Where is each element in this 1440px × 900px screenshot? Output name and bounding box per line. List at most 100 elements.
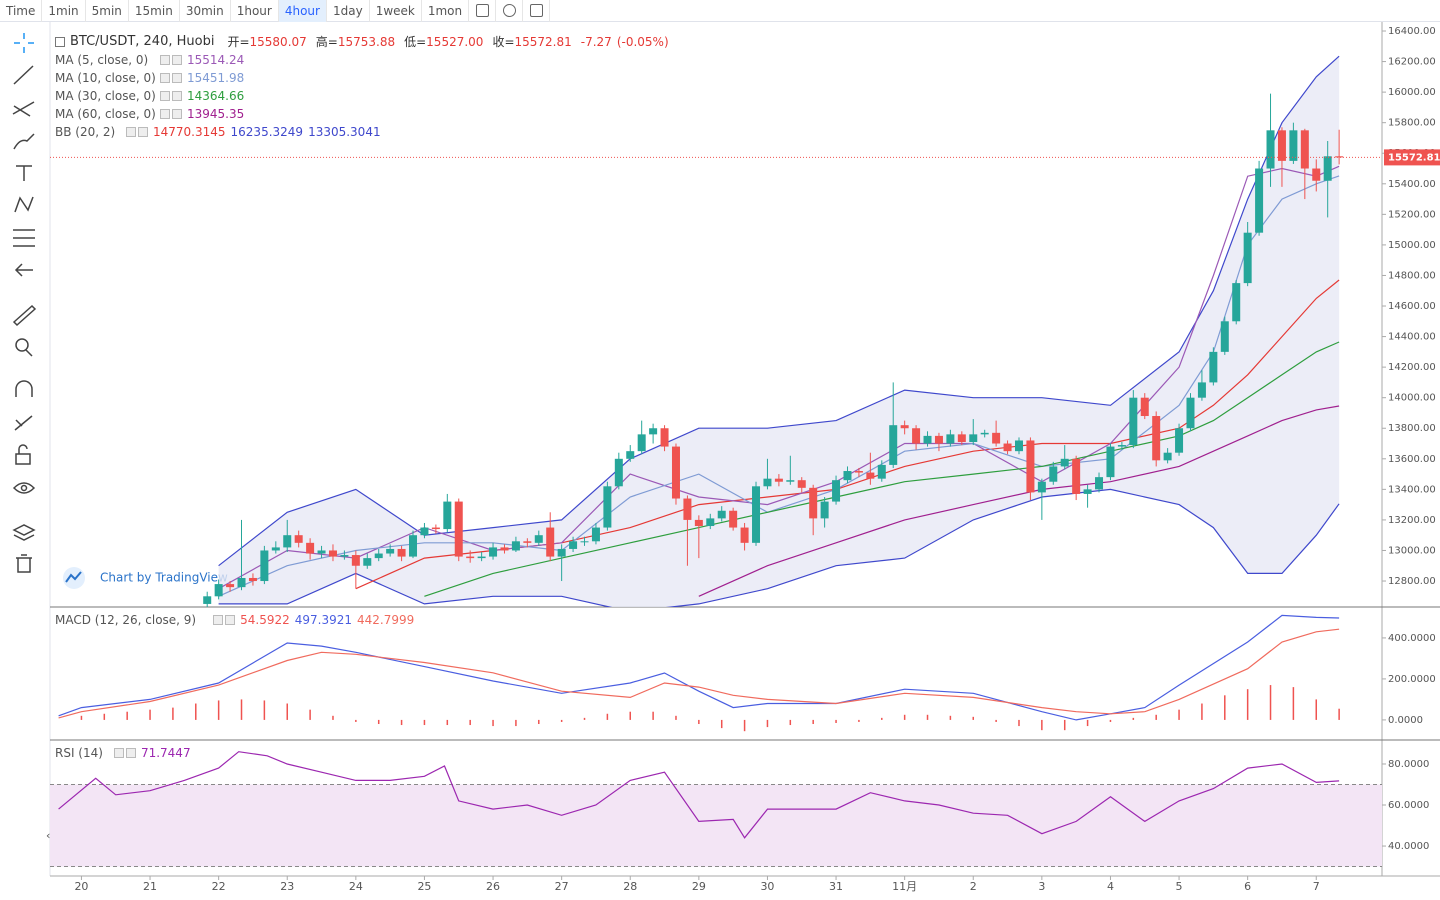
interval-button[interactable]: 1mon bbox=[422, 0, 470, 22]
histogram-bar bbox=[263, 700, 266, 720]
candle-body bbox=[1163, 452, 1172, 461]
back-tool[interactable] bbox=[14, 263, 33, 277]
close-icon[interactable] bbox=[125, 748, 136, 758]
crosshair-tool[interactable] bbox=[14, 33, 34, 53]
screenshot-button[interactable] bbox=[523, 0, 551, 22]
y-tick-label: 0.0000 bbox=[1388, 715, 1423, 726]
histogram-bar bbox=[835, 719, 837, 723]
settings-icon[interactable] bbox=[126, 127, 136, 137]
interval-button[interactable]: 4hour bbox=[278, 0, 327, 22]
bollinger-lower bbox=[218, 488, 1340, 607]
histogram-bar bbox=[400, 719, 403, 726]
close-icon[interactable] bbox=[138, 127, 148, 137]
bb-name: BB (20, 2) bbox=[55, 125, 116, 139]
legend-icons[interactable] bbox=[160, 55, 182, 65]
visibility-tool[interactable] bbox=[12, 482, 36, 494]
legend-icons[interactable] bbox=[213, 615, 236, 625]
moving-average-line bbox=[698, 405, 1340, 597]
collapse-icon[interactable] bbox=[55, 37, 65, 47]
histogram-bar bbox=[240, 699, 243, 720]
histogram-bar bbox=[1315, 699, 1318, 720]
histogram-bar bbox=[172, 707, 174, 720]
collapse-arrow[interactable]: ‹ bbox=[46, 829, 50, 842]
legend-icons[interactable] bbox=[160, 109, 182, 119]
text-tool[interactable] bbox=[16, 165, 32, 181]
candle-body bbox=[557, 548, 566, 557]
candle-body bbox=[1323, 156, 1332, 181]
interval-button[interactable]: 5min bbox=[86, 0, 129, 22]
pattern-tool[interactable] bbox=[14, 196, 34, 213]
histogram-bar bbox=[149, 709, 151, 720]
candle-body bbox=[409, 535, 418, 557]
ohlc-name: 高= bbox=[315, 35, 338, 49]
close-icon[interactable] bbox=[172, 91, 182, 101]
prediction-tool[interactable] bbox=[13, 229, 35, 247]
histogram-bar bbox=[1063, 719, 1066, 731]
interval-button[interactable]: 15min bbox=[129, 0, 180, 22]
ma-value: 13945.35 bbox=[187, 107, 245, 121]
candle-body bbox=[1300, 130, 1309, 169]
legend-icons[interactable] bbox=[160, 73, 182, 83]
histogram-bar bbox=[80, 715, 83, 720]
settings-icon[interactable] bbox=[113, 748, 124, 758]
layers-tool[interactable] bbox=[12, 524, 36, 541]
y-tick-label: 14400.00 bbox=[1388, 332, 1436, 343]
candle-body bbox=[866, 472, 875, 479]
legend-icons[interactable] bbox=[113, 748, 136, 758]
interval-button[interactable]: 1min bbox=[42, 0, 86, 22]
rsi-legend: RSI (14) 71.7447 bbox=[55, 744, 191, 762]
close-icon[interactable] bbox=[172, 55, 182, 65]
brush-tool[interactable] bbox=[13, 133, 35, 150]
histogram-bar bbox=[332, 715, 334, 720]
legend-icons[interactable] bbox=[126, 127, 148, 137]
settings-icon[interactable] bbox=[160, 73, 170, 83]
legend-icons[interactable] bbox=[160, 91, 182, 101]
magnet-tool[interactable] bbox=[15, 380, 33, 397]
candle-body bbox=[809, 487, 818, 519]
lock-tool[interactable] bbox=[15, 444, 31, 465]
bb-value: 13305.3041 bbox=[308, 125, 381, 139]
candle-body bbox=[1232, 283, 1241, 322]
moving-average-line bbox=[424, 341, 1340, 597]
settings-button[interactable] bbox=[496, 0, 524, 22]
interval-button[interactable]: 1hour bbox=[231, 0, 279, 22]
candle-body bbox=[671, 446, 680, 499]
histogram-bar bbox=[1132, 717, 1135, 720]
interval-button[interactable]: Time bbox=[0, 0, 43, 22]
rsi-value: 71.7447 bbox=[140, 746, 191, 760]
chart-type-button[interactable] bbox=[469, 0, 497, 22]
candle-body bbox=[351, 555, 360, 566]
candle-body bbox=[454, 501, 463, 557]
candle-body bbox=[420, 527, 429, 536]
lock-drawing-tool[interactable] bbox=[14, 415, 33, 431]
candle-body bbox=[511, 541, 520, 551]
trendline-tool[interactable] bbox=[13, 65, 34, 85]
settings-icon[interactable] bbox=[160, 109, 170, 119]
histogram-bar bbox=[286, 703, 288, 720]
fib-tool[interactable] bbox=[12, 101, 35, 117]
histogram-bar bbox=[538, 719, 540, 725]
delete-tool[interactable] bbox=[16, 554, 32, 573]
macd-name: MACD (12, 26, close, 9) bbox=[55, 613, 197, 627]
ruler-tool[interactable] bbox=[12, 304, 37, 327]
settings-icon[interactable] bbox=[160, 55, 170, 65]
interval-button[interactable]: 30min bbox=[180, 0, 231, 22]
interval-button[interactable]: 1day bbox=[327, 0, 370, 22]
settings-icon[interactable] bbox=[160, 91, 170, 101]
interval-button[interactable]: 1week bbox=[370, 0, 422, 22]
y-tick-label: 15400.00 bbox=[1388, 179, 1436, 190]
close-icon[interactable] bbox=[172, 73, 182, 83]
candle-body bbox=[1095, 477, 1104, 490]
settings-icon[interactable] bbox=[213, 615, 224, 625]
zoom-tool[interactable] bbox=[15, 338, 33, 357]
macd-line bbox=[58, 614, 1340, 721]
drawing-tools bbox=[12, 33, 37, 573]
close-icon[interactable] bbox=[172, 109, 182, 119]
macd-legend: MACD (12, 26, close, 9) 54.5922 497.3921 44… bbox=[55, 611, 414, 629]
candle-body bbox=[1140, 397, 1149, 417]
close-icon[interactable] bbox=[225, 615, 236, 625]
candle-body bbox=[957, 434, 966, 442]
candle-body bbox=[889, 425, 898, 465]
ma-name: MA (5, close, 0) bbox=[55, 53, 149, 67]
legend-row: MA (5, close, 0) 15514.24 bbox=[55, 51, 669, 69]
